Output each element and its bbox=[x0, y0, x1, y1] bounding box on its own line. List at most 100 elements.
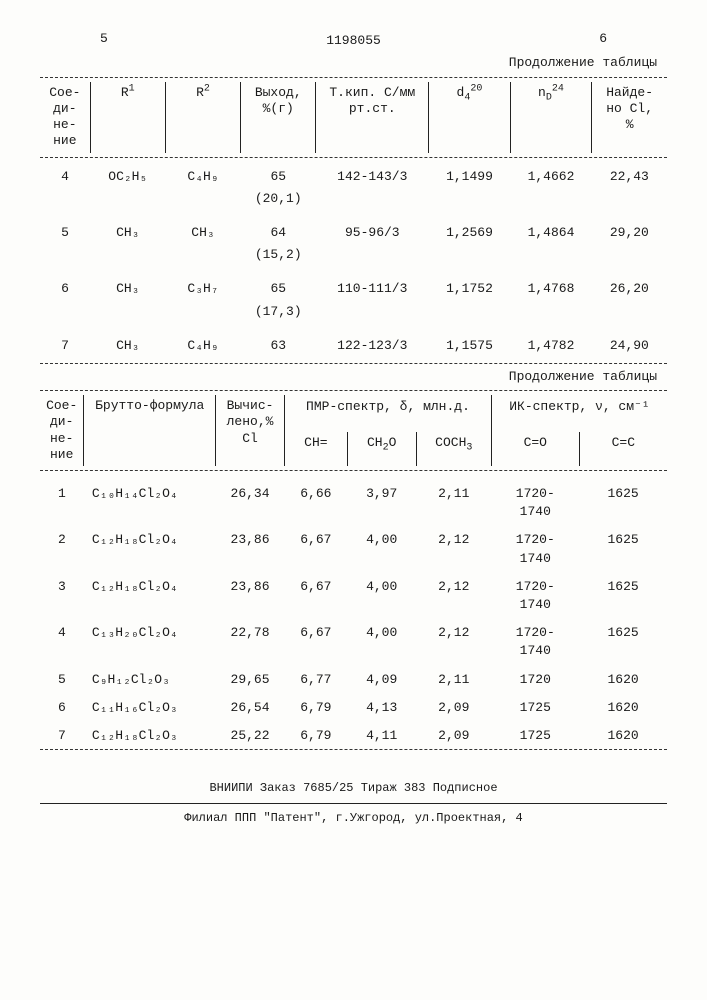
cell-coch3: 2,12 bbox=[416, 614, 491, 660]
cell-n: 4 bbox=[40, 614, 84, 660]
hdr2-calc: Вычис-лено,%Cl bbox=[216, 395, 285, 466]
cell-r2: C₄H₉ bbox=[165, 162, 240, 190]
cell-nd: 1,4782 bbox=[510, 331, 592, 359]
cell-yield-sub: (15,2) bbox=[241, 246, 316, 274]
cell-coch3: 2,11 bbox=[416, 661, 491, 689]
cell-calc: 25,22 bbox=[216, 717, 285, 745]
cell-coch3: 2,09 bbox=[416, 717, 491, 745]
cell-co: 1720 bbox=[491, 661, 579, 689]
cell-r1: CH₃ bbox=[90, 331, 165, 359]
cell-calc: 26,34 bbox=[216, 475, 285, 521]
cell-ch2o: 4,11 bbox=[347, 717, 416, 745]
cell-cc: 1625 bbox=[579, 521, 667, 567]
cell-brutto: C₉H₁₂Cl₂O₃ bbox=[84, 661, 216, 689]
hdr2-compound: Сое-ди-не-ние bbox=[40, 395, 84, 466]
table1-row: 4OC₂H₅C₄H₉65142-143/31,14991,466222,43 bbox=[40, 162, 667, 190]
cell-r2: C₃H₇ bbox=[165, 274, 240, 302]
cell-ch2o: 4,00 bbox=[347, 568, 416, 614]
cell-n: 1 bbox=[40, 475, 84, 521]
cell-r1: CH₃ bbox=[90, 218, 165, 246]
cell-yield-sub: (17,3) bbox=[241, 303, 316, 331]
cell-ch2o: 3,97 bbox=[347, 475, 416, 521]
cell-co: 1720-1740 bbox=[491, 568, 579, 614]
cell-ch2o: 4,13 bbox=[347, 689, 416, 717]
cell-ch: 6,79 bbox=[285, 717, 348, 745]
table2-bottom-rule bbox=[40, 749, 667, 750]
cell-brutto: C₁₁H₁₆Cl₂O₃ bbox=[84, 689, 216, 717]
cell-ch: 6,67 bbox=[285, 568, 348, 614]
cell-ch2o: 4,09 bbox=[347, 661, 416, 689]
cell-co: 1725 bbox=[491, 689, 579, 717]
cell-n: 3 bbox=[40, 568, 84, 614]
cell-calc: 22,78 bbox=[216, 614, 285, 660]
cell-brutto: C₁₂H₁₈Cl₂O₄ bbox=[84, 568, 216, 614]
cell-n: 2 bbox=[40, 521, 84, 567]
footer-rule bbox=[40, 803, 667, 804]
hdr-n: nD24 bbox=[510, 82, 592, 153]
cell-nd: 1,4768 bbox=[510, 274, 592, 302]
cell-brutto: C₁₂H₁₈Cl₂O₄ bbox=[84, 521, 216, 567]
cell-calc: 29,65 bbox=[216, 661, 285, 689]
cell-r1: OC₂H₅ bbox=[90, 162, 165, 190]
cell-co: 1720-1740 bbox=[491, 521, 579, 567]
hdr2-brutto: Брутто-формула bbox=[84, 395, 216, 466]
cell-coch3: 2,11 bbox=[416, 475, 491, 521]
hdr-r1: R1 bbox=[90, 82, 165, 153]
cell-cl: 24,90 bbox=[592, 331, 667, 359]
col-right: 6 bbox=[599, 30, 607, 48]
cell-ch: 6,67 bbox=[285, 614, 348, 660]
cell-r2: C₄H₉ bbox=[165, 331, 240, 359]
cell-cc: 1620 bbox=[579, 717, 667, 745]
cell-n: 5 bbox=[40, 218, 90, 246]
table2-body: 1C₁₀H₁₄Cl₂O₄26,346,663,972,111720-174016… bbox=[40, 475, 667, 745]
cell-n: 6 bbox=[40, 689, 84, 717]
cell-nd: 1,4662 bbox=[510, 162, 592, 190]
cell-co: 1720-1740 bbox=[491, 475, 579, 521]
cell-ch: 6,79 bbox=[285, 689, 348, 717]
table1-subrow: (20,1) bbox=[40, 190, 667, 218]
cell-brutto: C₁₃H₂₀Cl₂O₄ bbox=[84, 614, 216, 660]
cell-brutto: C₁₀H₁₄Cl₂O₄ bbox=[84, 475, 216, 521]
cell-cl: 22,43 bbox=[592, 162, 667, 190]
cell-cc: 1625 bbox=[579, 614, 667, 660]
hdr-d: d420 bbox=[429, 82, 511, 153]
cell-n: 7 bbox=[40, 331, 90, 359]
footer-address: Филиал ППП "Патент", г.Ужгород, ул.Проек… bbox=[40, 810, 667, 827]
cell-coch3: 2,12 bbox=[416, 568, 491, 614]
hdr2-cc: C=C bbox=[579, 432, 667, 466]
cell-ch: 6,77 bbox=[285, 661, 348, 689]
cell-cc: 1620 bbox=[579, 661, 667, 689]
table1-subrow: (15,2) bbox=[40, 246, 667, 274]
table1-head-rule bbox=[40, 157, 667, 158]
cell-co: 1720-1740 bbox=[491, 614, 579, 660]
cell-coch3: 2,12 bbox=[416, 521, 491, 567]
hdr-yield: Выход,%(г) bbox=[241, 82, 316, 153]
cell-co: 1725 bbox=[491, 717, 579, 745]
hdr-bp: Т.кип. С/ммрт.ст. bbox=[316, 82, 429, 153]
cell-cc: 1620 bbox=[579, 689, 667, 717]
hdr2-co: C=O bbox=[491, 432, 579, 466]
cell-d: 1,1575 bbox=[429, 331, 511, 359]
document-number: 1198055 bbox=[40, 32, 667, 50]
hdr-found-cl: Найде-но Cl,% bbox=[592, 82, 667, 153]
footer-publisher: ВНИИПИ Заказ 7685/25 Тираж 383 Подписное bbox=[40, 780, 667, 797]
cell-n: 7 bbox=[40, 717, 84, 745]
table2-row: 6C₁₁H₁₆Cl₂O₃26,546,794,132,0917251620 bbox=[40, 689, 667, 717]
cell-yield: 63 bbox=[241, 331, 316, 359]
cell-ch: 6,67 bbox=[285, 521, 348, 567]
table1-row: 5CH₃CH₃6495-96/31,25691,486429,20 bbox=[40, 218, 667, 246]
table-continuation-label: Продолжение таблицы bbox=[40, 54, 657, 72]
table2-row: 3C₁₂H₁₈Cl₂O₄23,866,674,002,121720-174016… bbox=[40, 568, 667, 614]
cell-nd: 1,4864 bbox=[510, 218, 592, 246]
cell-cc: 1625 bbox=[579, 475, 667, 521]
cell-bp: 110-111/3 bbox=[316, 274, 429, 302]
table2-header: Сое-ди-не-ние Брутто-формула Вычис-лено,… bbox=[40, 395, 667, 466]
table1-bottom-rule bbox=[40, 363, 667, 364]
hdr2-pmr: ПМР-спектр, δ, млн.д. bbox=[285, 395, 492, 432]
cell-ch2o: 4,00 bbox=[347, 521, 416, 567]
cell-ch2o: 4,00 bbox=[347, 614, 416, 660]
cell-r2: CH₃ bbox=[165, 218, 240, 246]
cell-n: 5 bbox=[40, 661, 84, 689]
cell-cl: 26,20 bbox=[592, 274, 667, 302]
footer: ВНИИПИ Заказ 7685/25 Тираж 383 Подписное… bbox=[40, 780, 667, 827]
